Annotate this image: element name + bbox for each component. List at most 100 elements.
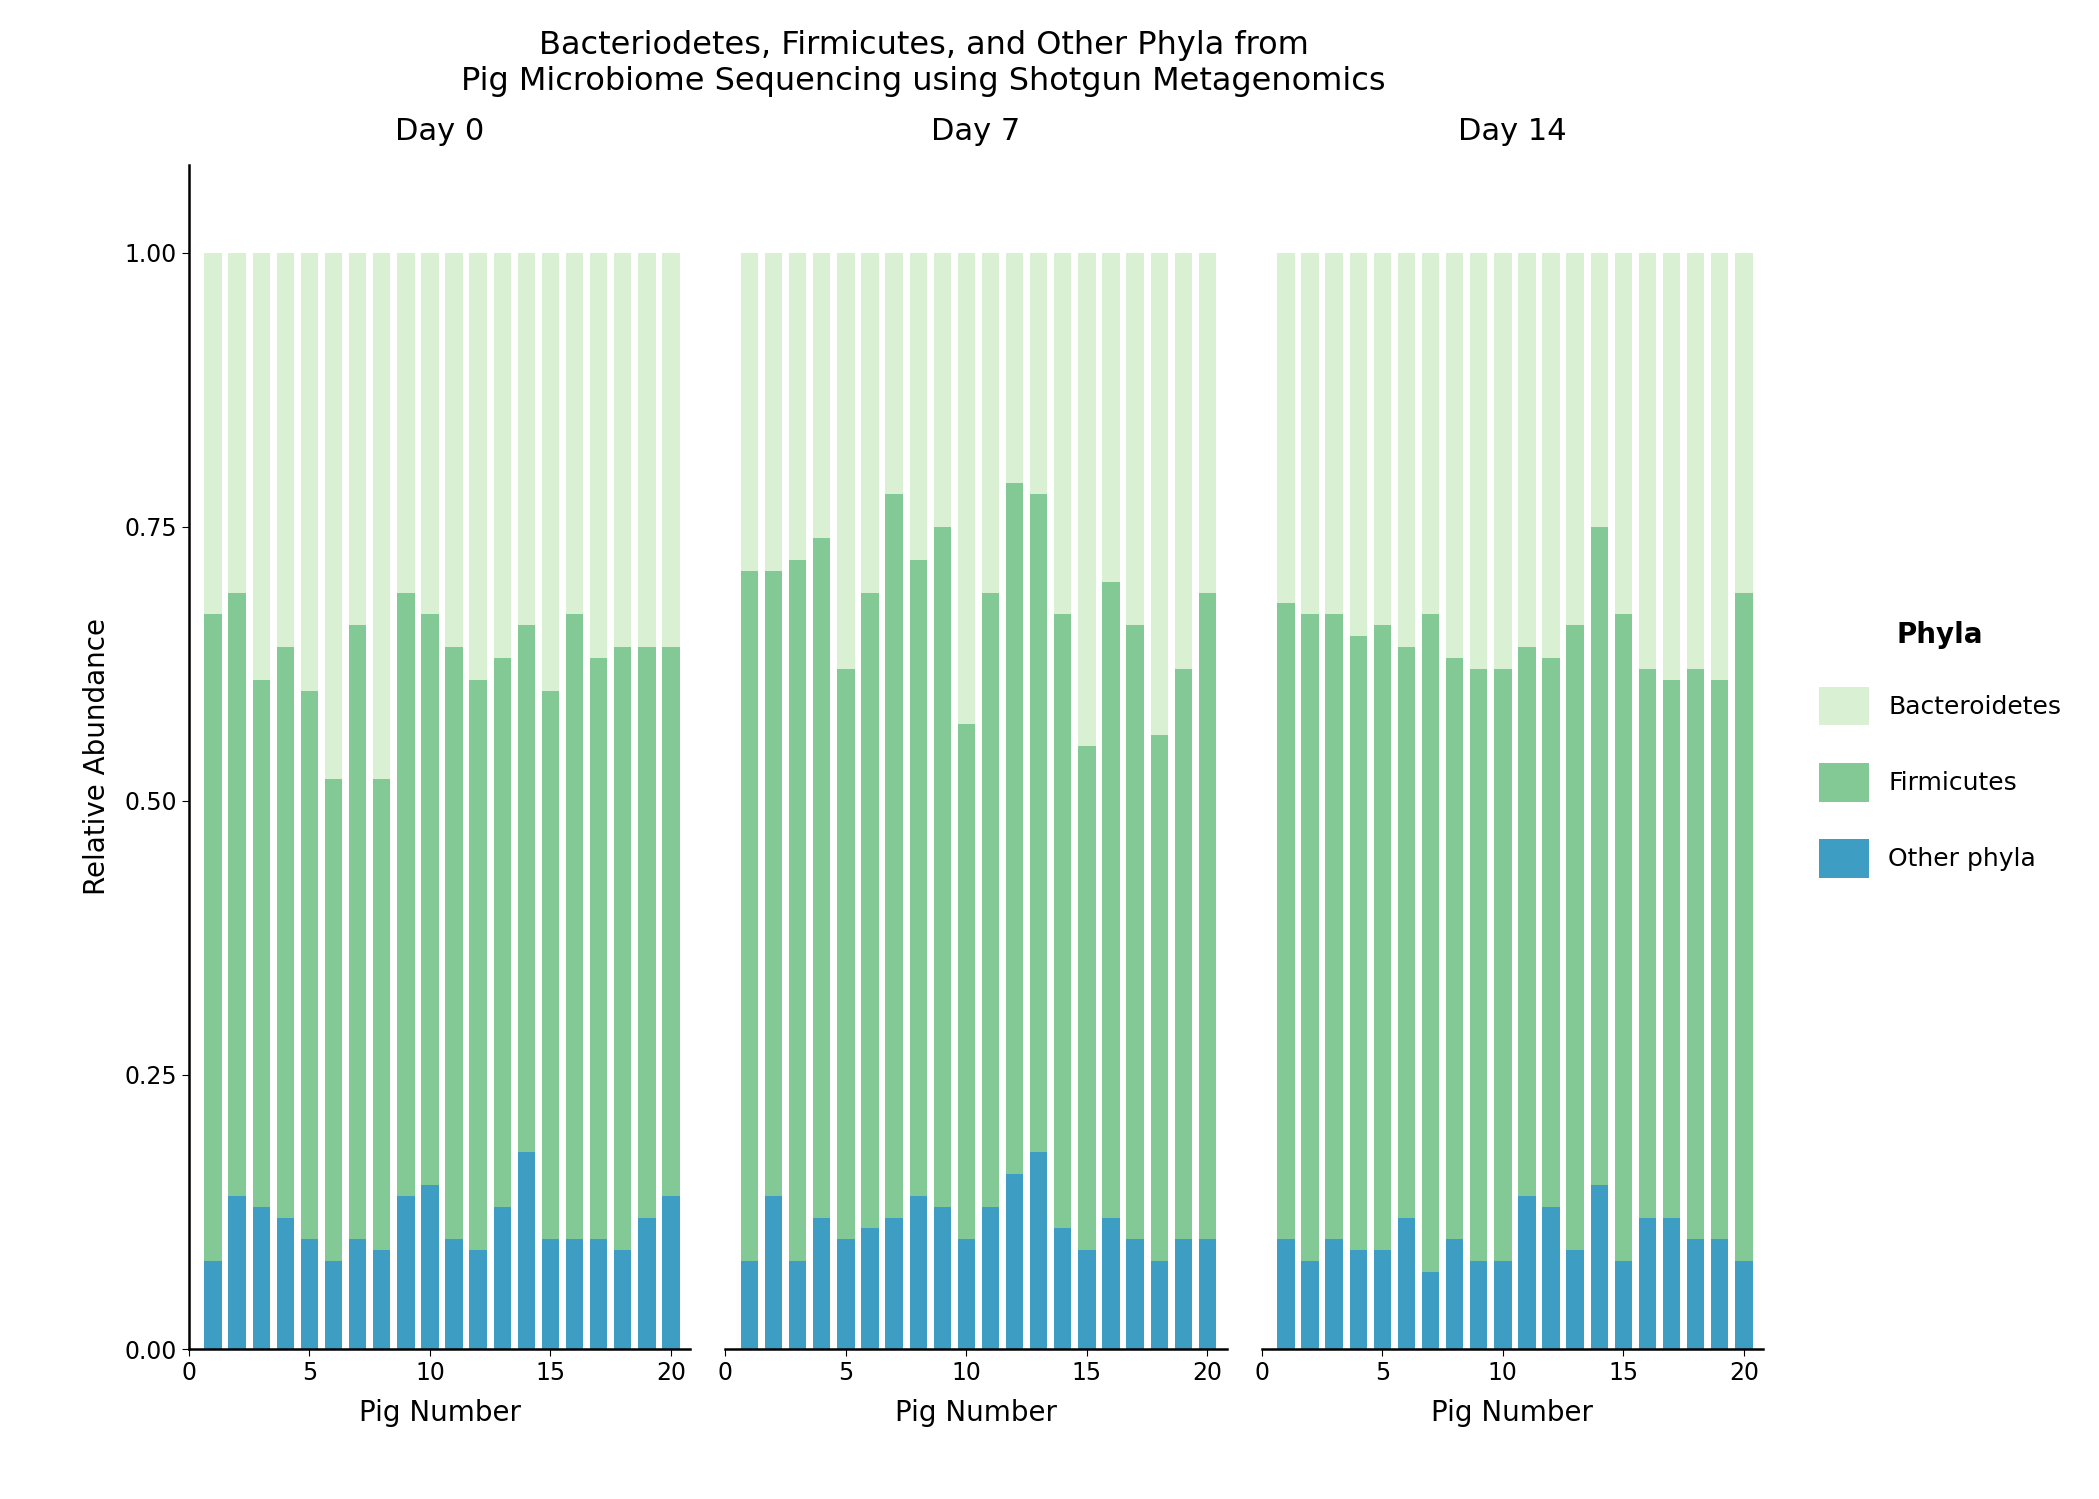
Bar xyxy=(445,1240,462,1349)
Bar xyxy=(934,253,951,526)
Bar xyxy=(229,253,246,592)
Bar xyxy=(741,571,758,1261)
Bar xyxy=(1175,669,1192,1240)
Bar xyxy=(397,592,414,1196)
Bar xyxy=(1614,1261,1633,1349)
Bar xyxy=(518,253,535,625)
Bar xyxy=(789,253,806,559)
Bar xyxy=(1518,648,1536,1196)
Bar xyxy=(1662,1217,1679,1349)
Bar xyxy=(1688,669,1704,1240)
Bar xyxy=(1102,253,1119,582)
Bar xyxy=(1639,253,1656,669)
Bar xyxy=(325,779,342,1261)
Bar xyxy=(348,253,367,625)
Bar xyxy=(934,526,951,1207)
Bar xyxy=(1150,735,1167,1261)
Bar xyxy=(567,1240,584,1349)
Bar xyxy=(422,615,439,1184)
Title: Day 7: Day 7 xyxy=(932,117,1020,145)
Bar xyxy=(764,1196,783,1349)
Bar xyxy=(590,253,607,658)
Bar xyxy=(1469,1261,1488,1349)
Bar xyxy=(1005,253,1024,483)
Bar xyxy=(1199,1240,1215,1349)
Bar xyxy=(886,1217,903,1349)
Bar xyxy=(1301,615,1318,1261)
Bar xyxy=(1688,1240,1704,1349)
Bar xyxy=(1494,1261,1511,1349)
Bar xyxy=(1276,253,1295,604)
Bar xyxy=(1494,253,1511,669)
Bar xyxy=(1446,658,1463,1240)
Bar xyxy=(252,681,271,1207)
Bar xyxy=(838,669,854,1240)
Bar xyxy=(1102,1217,1119,1349)
Bar xyxy=(615,1250,632,1349)
Bar xyxy=(1566,625,1585,1250)
Bar xyxy=(518,1151,535,1349)
Bar xyxy=(812,253,831,538)
Bar xyxy=(741,1261,758,1349)
Bar xyxy=(1175,253,1192,669)
Bar xyxy=(1566,253,1585,625)
Bar xyxy=(1350,637,1366,1250)
Bar xyxy=(909,253,928,559)
X-axis label: Pig Number: Pig Number xyxy=(1432,1399,1593,1427)
Bar xyxy=(348,625,367,1240)
Bar xyxy=(518,625,535,1151)
Bar xyxy=(470,1250,487,1349)
Bar xyxy=(1350,1250,1366,1349)
Bar xyxy=(1175,1240,1192,1349)
Bar xyxy=(252,1207,271,1349)
Bar xyxy=(1199,592,1215,1240)
Bar xyxy=(493,658,510,1207)
Bar xyxy=(764,571,783,1196)
Bar xyxy=(204,253,222,615)
Bar xyxy=(229,592,246,1196)
Bar xyxy=(300,1240,319,1349)
Bar xyxy=(300,691,319,1240)
Bar xyxy=(1150,253,1167,735)
Bar xyxy=(348,1240,367,1349)
Bar xyxy=(1543,253,1560,658)
Bar xyxy=(1591,526,1608,1184)
Bar xyxy=(957,253,976,724)
Bar xyxy=(1398,253,1415,648)
Bar xyxy=(445,253,462,648)
Bar xyxy=(1639,669,1656,1217)
Bar xyxy=(1446,1240,1463,1349)
Bar xyxy=(470,253,487,681)
Bar xyxy=(789,1261,806,1349)
Bar xyxy=(567,253,584,615)
Bar xyxy=(909,1196,928,1349)
Bar xyxy=(812,538,831,1217)
Bar xyxy=(252,253,271,681)
Bar xyxy=(1373,253,1392,625)
Bar xyxy=(1054,253,1070,615)
Bar xyxy=(1079,1250,1096,1349)
Bar xyxy=(422,1184,439,1349)
Bar xyxy=(277,1217,294,1349)
Bar xyxy=(1469,669,1488,1261)
Bar xyxy=(789,559,806,1261)
Bar xyxy=(1373,625,1392,1250)
Bar xyxy=(277,253,294,648)
Bar xyxy=(982,253,999,592)
Bar xyxy=(542,691,558,1240)
Bar xyxy=(1518,1196,1536,1349)
Title: Day 0: Day 0 xyxy=(395,117,485,145)
Bar xyxy=(542,253,558,691)
Bar xyxy=(1639,1217,1656,1349)
Bar xyxy=(397,1196,414,1349)
Bar xyxy=(325,253,342,779)
Bar xyxy=(909,559,928,1196)
Bar xyxy=(638,1217,655,1349)
Bar xyxy=(615,648,632,1250)
Bar xyxy=(1543,1207,1560,1349)
Bar xyxy=(1350,253,1366,637)
Bar xyxy=(886,493,903,1217)
Bar xyxy=(1079,747,1096,1250)
Bar xyxy=(1031,1151,1047,1349)
Bar xyxy=(542,1240,558,1349)
